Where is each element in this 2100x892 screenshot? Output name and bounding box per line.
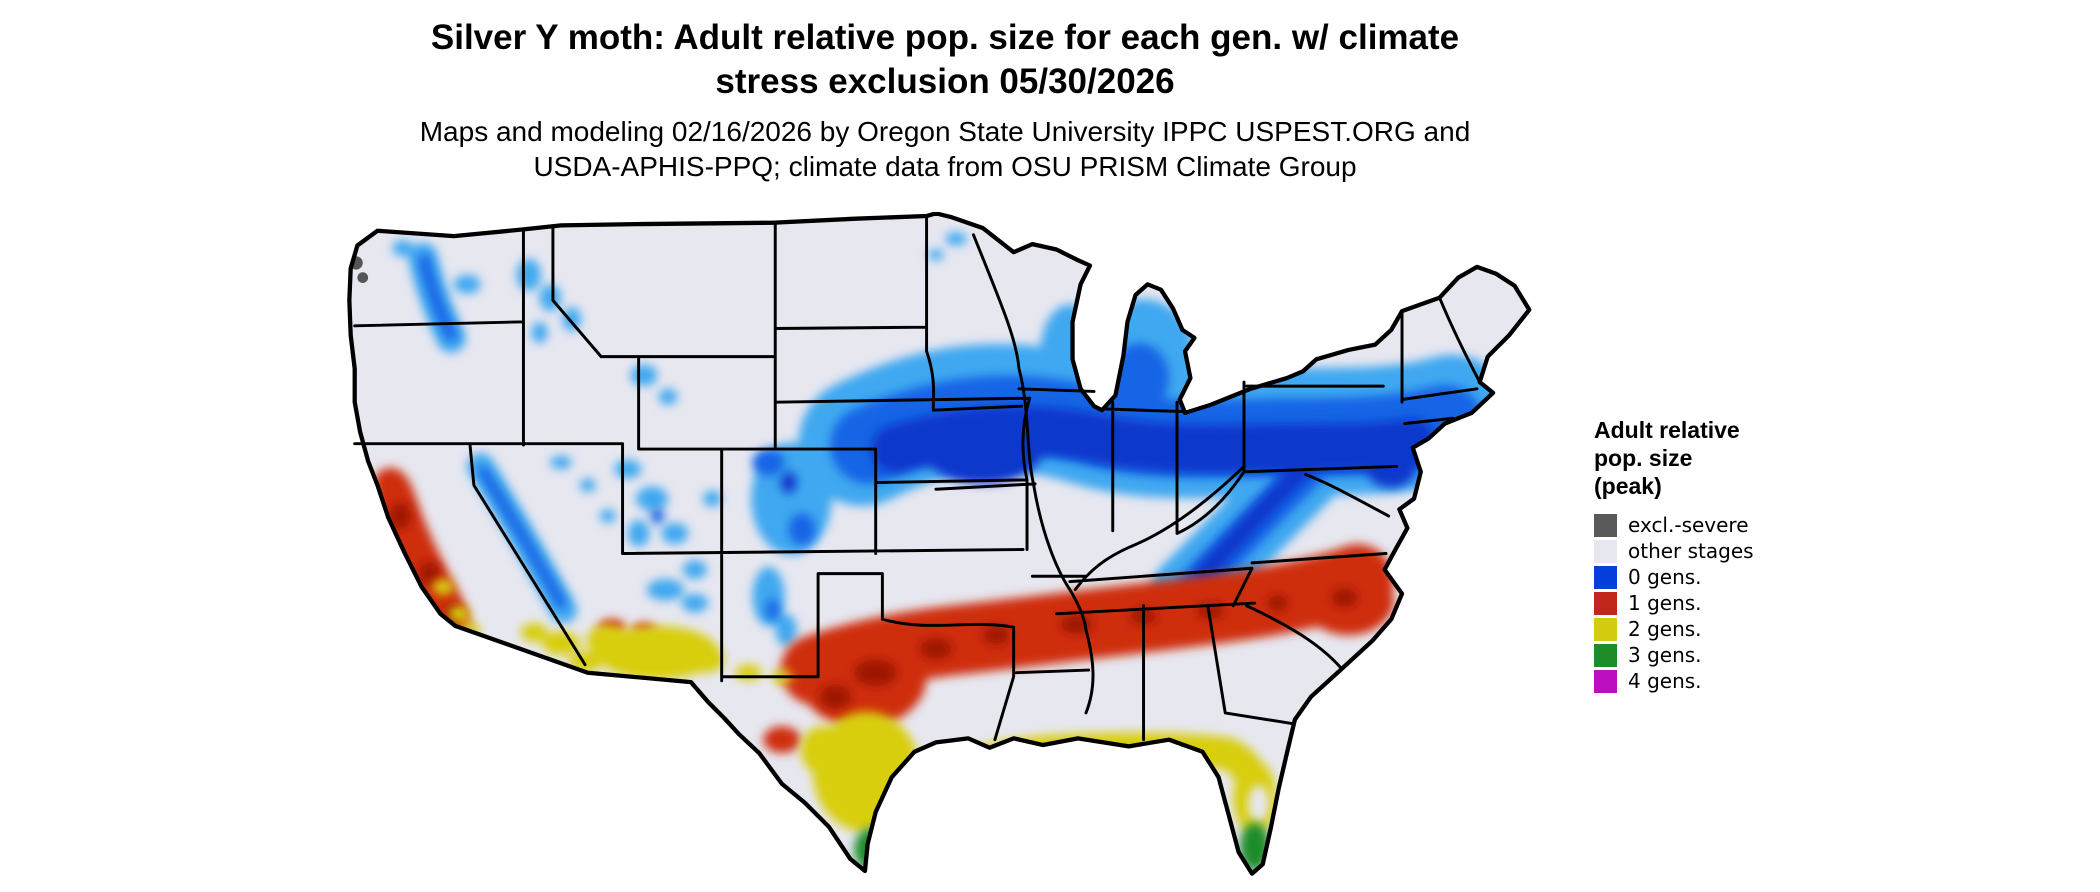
legend-swatch	[1594, 539, 1617, 563]
legend-title-line1: Adult relative	[1594, 417, 1740, 443]
legend-swatch	[1594, 565, 1617, 589]
legend-item: 2 gens.	[1594, 616, 1824, 642]
legend-item: 3 gens.	[1594, 642, 1824, 668]
legend-item: 4 gens.	[1594, 668, 1824, 694]
legend-item-label: other stages	[1628, 539, 1754, 563]
legend-swatch	[1594, 617, 1617, 641]
state-borders	[347, 212, 1532, 876]
legend-item: 1 gens.	[1594, 590, 1824, 616]
legend-swatch	[1594, 643, 1617, 667]
legend-title-line2: pop. size	[1594, 445, 1693, 471]
gen1-darkred-layer	[389, 502, 1358, 709]
legend-item-label: 1 gens.	[1628, 591, 1702, 615]
map-legend: Adult relative pop. size (peak) excl.-se…	[1594, 416, 1824, 694]
map-subtitle-line1: Maps and modeling 02/16/2026 by Oregon S…	[419, 116, 1471, 147]
legend-item-label: excl.-severe	[1628, 513, 1749, 537]
legend-item: 0 gens.	[1594, 564, 1824, 590]
map-title-line1: Silver Y moth: Adult relative pop. size …	[430, 18, 1460, 57]
legend-item-label: 4 gens.	[1628, 669, 1702, 693]
map-title: Silver Y moth: Adult relative pop. size …	[0, 16, 1890, 104]
legend-title: Adult relative pop. size (peak)	[1594, 416, 1824, 500]
us-outline	[347, 212, 1532, 876]
legend-swatch	[1594, 513, 1617, 537]
legend-item-label: 2 gens.	[1628, 617, 1702, 641]
legend-item: excl.-severe	[1594, 512, 1824, 538]
us-map	[347, 212, 1532, 876]
legend-title-line3: (peak)	[1594, 473, 1662, 499]
legend-item-label: 3 gens.	[1628, 643, 1702, 667]
map-subtitle: Maps and modeling 02/16/2026 by Oregon S…	[0, 114, 1890, 184]
legend-swatch	[1594, 669, 1617, 693]
gen3-green-layer	[854, 822, 1270, 871]
legend-item-label: 0 gens.	[1628, 565, 1702, 589]
legend-swatch	[1594, 591, 1617, 615]
map-title-line2: stress exclusion 05/30/2026	[715, 62, 1175, 101]
florida-otherstage-patch	[1248, 785, 1270, 823]
map-subtitle-line2: USDA-APHIS-PPQ; climate data from OSU PR…	[533, 151, 1357, 182]
legend-item: other stages	[1594, 538, 1824, 564]
